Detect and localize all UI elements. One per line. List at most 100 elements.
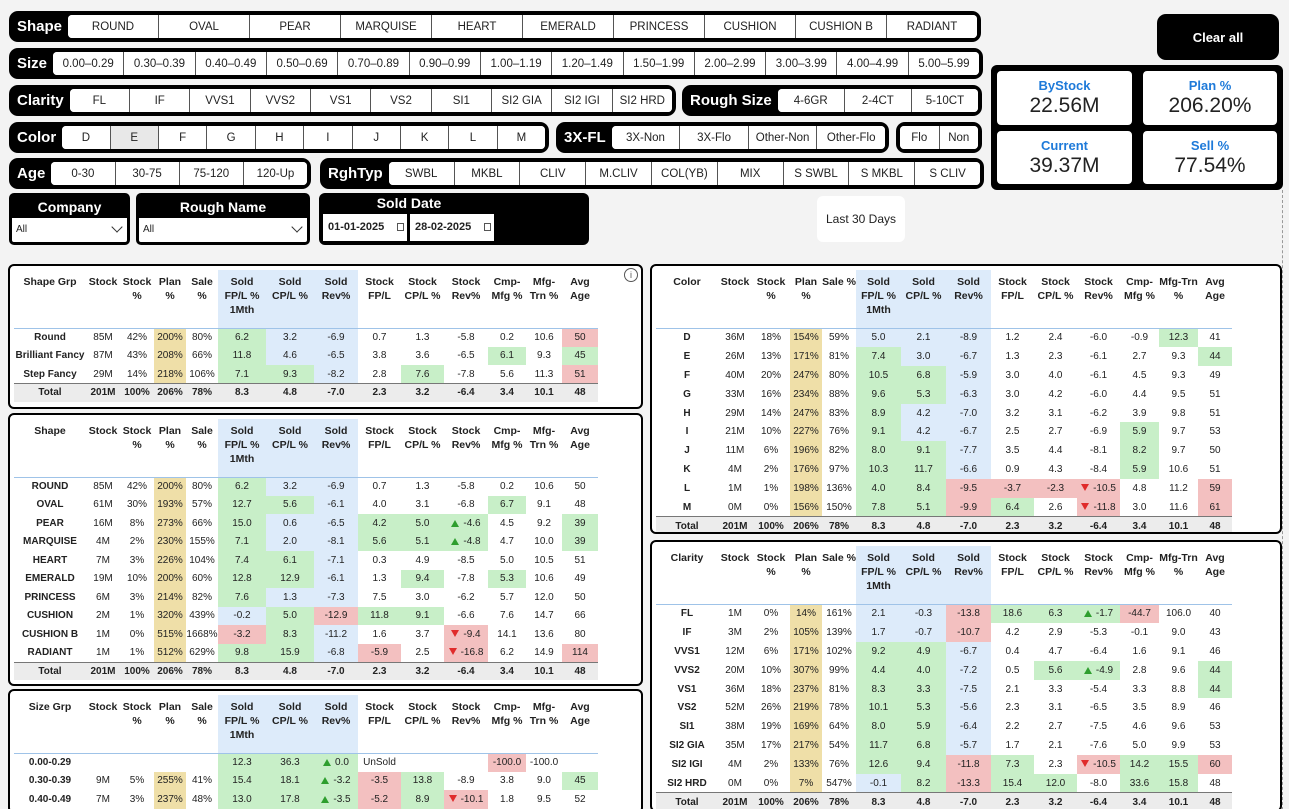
column-header[interactable]: Shape (34, 425, 66, 437)
age-item[interactable]: 0-30 (51, 162, 116, 185)
column-header[interactable]: Stock (720, 276, 750, 288)
column-header[interactable]: Sold CP/L % (901, 270, 946, 328)
color-item[interactable]: K (400, 126, 450, 149)
age-item[interactable]: 75-120 (179, 162, 244, 185)
rough-size-item[interactable]: 5-10CT (911, 89, 978, 112)
column-header[interactable]: Stock FP/L (365, 425, 394, 451)
table-row[interactable]: HEART 7M 3% 226% 104% 7.4 6.1 -7.1 0.3 4.9 -8.5 5.0… (14, 551, 598, 570)
rghtyp-item[interactable]: MIX (717, 162, 784, 185)
shape-item-radiant[interactable]: RADIANT (887, 15, 977, 38)
column-header[interactable]: Stock % (122, 701, 152, 727)
rough-size-item[interactable]: 2-4CT (844, 89, 912, 112)
table-row[interactable]: G 33M 16% 234% 88% 9.6 5.3 -6.3 3.0 4.2 -6.0 4.4 9.5… (656, 384, 1232, 404)
age-item[interactable]: 30-75 (115, 162, 180, 185)
table-row[interactable]: Round 85M 42% 200% 80% 6.2 3.2 -6.9 0.7 1.3 -5.8 0.… (14, 328, 598, 347)
column-header[interactable]: Plan % (790, 270, 822, 328)
clarity-item[interactable]: SI2 GIA (491, 89, 553, 112)
sold-date-to-input[interactable]: 28-02-2025 (410, 214, 494, 241)
table-row[interactable]: E 26M 13% 171% 81% 7.4 3.0 -6.7 1.3 2.3 -6.1 2.7 9.3… (656, 346, 1232, 366)
column-header[interactable]: Sale % (191, 425, 213, 451)
flo-item[interactable]: Flo (900, 126, 940, 149)
column-header[interactable]: Sold FP/L % 1Mth (218, 695, 266, 753)
column-header[interactable]: Color (673, 276, 701, 288)
table-row[interactable]: FL 1M 0% 14% 161% 2.1 -0.3 -13.8 18.6 6.3 -1.7 -44.… (656, 604, 1232, 623)
color-item[interactable]: D (62, 126, 111, 149)
column-header[interactable]: Sale % (822, 552, 856, 564)
shape-item-pear[interactable]: PEAR (250, 15, 342, 38)
column-header[interactable]: Sold Rev% (946, 546, 991, 604)
column-header[interactable]: Stock (720, 552, 750, 564)
size-item[interactable]: 1.20–1.49 (552, 52, 624, 75)
column-header[interactable]: Stock Rev% (451, 425, 481, 451)
table-row[interactable]: PRINCESS 6M 3% 214% 82% 7.6 1.3 -7.3 7.5 3.0 -6.2 5… (14, 588, 598, 607)
column-header[interactable]: Plan % (790, 546, 822, 604)
table-row[interactable]: VVS1 12M 6% 171% 102% 9.2 4.9 -6.7 0.4 4.7 -6.4 1.6… (656, 641, 1232, 661)
size-item[interactable]: 0.00–0.29 (53, 52, 125, 75)
chevron-down-icon[interactable] (111, 221, 123, 233)
column-header[interactable]: Stock % (756, 552, 786, 578)
column-header[interactable]: Stock FP/L (998, 552, 1027, 578)
size-item[interactable]: 5.00–5.99 (908, 52, 979, 75)
shape-item-marquise[interactable]: MARQUISE (341, 15, 433, 38)
threexfl-item[interactable]: Other-Flo (817, 126, 885, 149)
column-header[interactable]: Shape Grp (23, 276, 77, 288)
sold-date-from-input[interactable]: 01-01-2025 (323, 214, 407, 241)
table-row[interactable]: I 21M 10% 227% 76% 9.1 4.2 -6.7 2.5 2.7 -6.9 5.9 9.7… (656, 422, 1232, 442)
column-header[interactable]: Stock FP/L (365, 701, 394, 727)
table-row[interactable]: MARQUISE 4M 2% 230% 155% 7.1 2.0 -8.1 5.6 5.1 -4.8… (14, 532, 598, 551)
color-item[interactable]: I (304, 126, 353, 149)
table-row[interactable]: SI2 GIA 35M 17% 217% 54% 11.7 6.8 -5.7 1.7 2.1 -7.… (656, 736, 1232, 756)
column-header[interactable]: Sold Rev% (314, 695, 358, 753)
table-row[interactable]: ROUND 85M 42% 200% 80% 6.2 3.2 -6.9 0.7 1.3 -5.8 0.… (14, 477, 598, 496)
size-item[interactable]: 0.70–0.89 (338, 52, 410, 75)
clarity-item[interactable]: IF (130, 89, 191, 112)
clarity-item[interactable]: FL (69, 89, 131, 112)
color-item[interactable]: L (449, 126, 498, 149)
table-row[interactable]: F 40M 20% 247% 80% 10.5 6.8 -5.9 3.0 4.0 -6.1 4.5 9.… (656, 365, 1232, 385)
column-header[interactable]: Avg Age (570, 425, 590, 451)
size-item[interactable]: 4.00–4.99 (837, 52, 909, 75)
rghtyp-item[interactable]: S CLIV (915, 162, 980, 185)
threexfl-item[interactable]: 3X-Flo (680, 126, 749, 149)
column-header[interactable]: Stock CP/L % (404, 276, 441, 302)
color-item[interactable]: G (207, 126, 256, 149)
table-row[interactable]: M 0M 0% 156% 150% 7.8 5.1 -9.9 6.4 2.6 -11.8 3.0 11.… (656, 498, 1232, 517)
column-header[interactable]: Mfg-Trn % (1159, 276, 1198, 302)
column-header[interactable]: Size Grp (28, 701, 72, 713)
color-item[interactable]: J (352, 126, 401, 149)
column-header[interactable]: Stock % (122, 425, 152, 451)
column-header[interactable]: Sold FP/L % 1Mth (856, 270, 901, 328)
column-header[interactable]: Stock FP/L (365, 276, 394, 302)
shape-item-emerald[interactable]: EMERALD (523, 15, 615, 38)
color-item[interactable]: M (497, 126, 545, 149)
column-header[interactable]: Stock Rev% (1084, 552, 1113, 578)
column-header[interactable]: Sold Rev% (314, 270, 358, 328)
column-header[interactable]: Stock Rev% (1084, 276, 1113, 302)
column-header[interactable]: Sold CP/L % (266, 270, 314, 328)
column-header[interactable]: Sold FP/L % 1Mth (856, 546, 901, 604)
rghtyp-item[interactable]: SWBL (388, 162, 455, 185)
column-header[interactable]: Cmp-Mfg % (1124, 552, 1155, 578)
column-header[interactable]: Stock (88, 425, 118, 437)
column-header[interactable]: Stock CP/L % (404, 425, 441, 451)
color-item[interactable]: E (110, 126, 159, 149)
clarity-item[interactable]: VVS1 (190, 89, 251, 112)
column-header[interactable]: Sold CP/L % (266, 419, 314, 477)
clarity-item[interactable]: SI2 HRD (612, 89, 672, 112)
size-item[interactable]: 0.90–0.99 (409, 52, 481, 75)
shape-item-heart[interactable]: HEART (432, 15, 524, 38)
column-header[interactable]: Sold Rev% (314, 419, 358, 477)
column-header[interactable]: Cmp-Mfg % (491, 701, 523, 727)
column-header[interactable]: Cmp-Mfg % (491, 425, 523, 451)
table-row[interactable]: VVS2 20M 10% 307% 99% 4.4 4.0 -7.2 0.5 5.6 -4.9 2.8… (656, 660, 1232, 680)
info-icon[interactable]: i (624, 268, 638, 282)
rough-size-item[interactable]: 4-6GR (777, 89, 845, 112)
column-header[interactable]: Stock (88, 701, 118, 713)
column-header[interactable]: Sale % (191, 701, 213, 727)
color-item[interactable]: F (158, 126, 208, 149)
column-header[interactable]: Stock (88, 276, 118, 288)
table-row[interactable]: SI2 HRD 0M 0% 7% 547% -0.1 8.2 -13.3 15.4 12.0 -8.… (656, 774, 1232, 793)
size-item[interactable]: 2.00–2.99 (694, 52, 767, 75)
column-header[interactable]: Stock % (122, 276, 152, 302)
size-item[interactable]: 1.50–1.99 (623, 52, 695, 75)
